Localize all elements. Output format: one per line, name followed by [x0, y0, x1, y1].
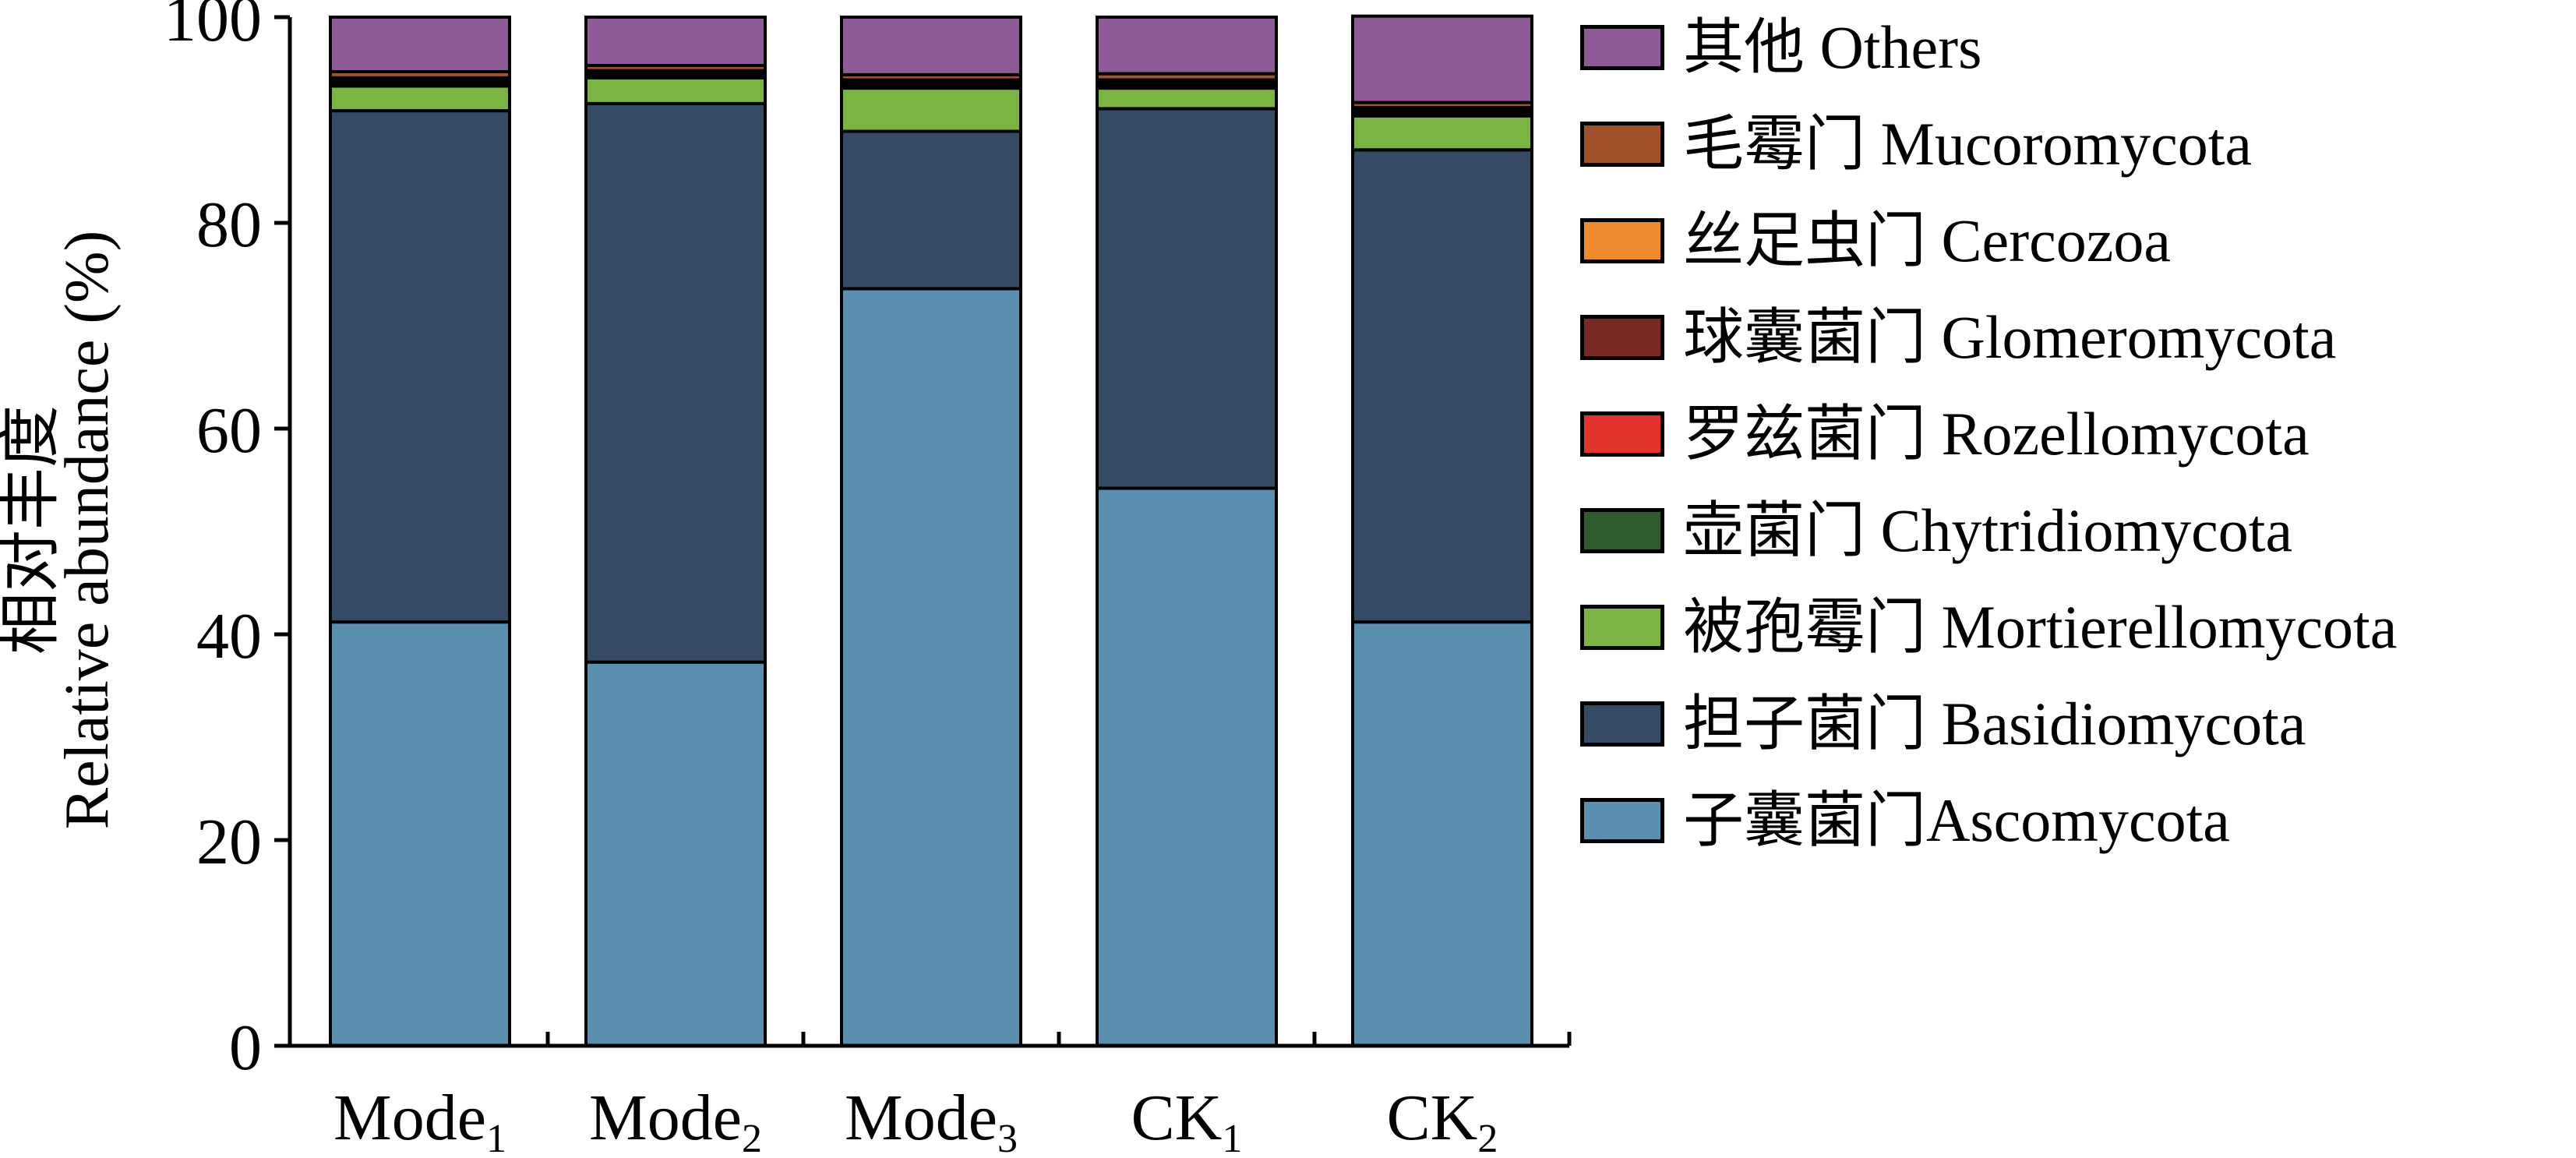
legend-item: 罗兹菌门 Rozellomycota — [1580, 400, 2310, 468]
legend-label: 担子菌门 Basidiomycota — [1683, 690, 2306, 757]
legend-label: 壶菌门 Chytridiomycota — [1683, 496, 2293, 564]
bar-segment — [584, 16, 767, 68]
bar-segment — [1096, 86, 1278, 111]
legend-label: 被孢霉门 Mortierellomycota — [1683, 593, 2398, 661]
legend-item: 其他 Others — [1580, 13, 1982, 81]
legend-swatch — [1580, 218, 1664, 263]
bar-segment — [1351, 14, 1533, 104]
y-tick-label: 100 — [164, 0, 262, 55]
legend-item: 壶菌门 Chytridiomycota — [1580, 496, 2293, 564]
y-tick-label: 20 — [196, 806, 262, 878]
legend-item: 子囊菌门Ascomycota — [1580, 786, 2230, 854]
y-tick-label: 60 — [196, 394, 262, 467]
legend-label: 罗兹菌门 Rozellomycota — [1683, 400, 2310, 468]
bar-segment — [584, 101, 767, 664]
legend-swatch — [1580, 508, 1664, 553]
x-tick-label: Mode3 — [845, 1082, 1018, 1158]
bar-segment — [840, 86, 1022, 133]
bar-segment — [329, 84, 511, 113]
legend-swatch — [1580, 798, 1664, 843]
bar-segment — [1351, 620, 1533, 1047]
plot-area: Mode1 Mode2 Mode3 CK1 CK2 0 20 40 60 80 100 — [164, 0, 1572, 1158]
legend-item: 丝足虫门 Cercozoa — [1580, 210, 2171, 271]
legend-item: 被孢霉门 Mortierellomycota — [1580, 593, 2398, 661]
bar-segment — [1096, 107, 1278, 490]
bar-segment — [329, 109, 511, 624]
legend-swatch — [1580, 605, 1664, 650]
bar-segment — [1351, 148, 1533, 624]
legend-label: 其他 Others — [1683, 13, 1982, 81]
x-tick-label: Mode2 — [589, 1082, 762, 1158]
legend-swatch — [1580, 701, 1664, 747]
bar-segment — [1351, 114, 1533, 152]
legend-swatch — [1580, 122, 1664, 167]
bar-segment — [584, 76, 767, 105]
legend-item: 毛霉门 Mucoromycota — [1580, 114, 2252, 175]
bar-segment — [584, 660, 767, 1047]
legend-label: 球囊菌门 Glomeromycota — [1683, 303, 2337, 371]
y-tick-label: 80 — [196, 189, 262, 261]
legend-label: 毛霉门 Mucoromycota — [1683, 110, 2253, 178]
x-tick-label: Mode1 — [333, 1082, 506, 1158]
bar-segment — [329, 16, 511, 73]
legend-item: 担子菌门 Basidiomycota — [1580, 690, 2306, 757]
bar-segment — [1096, 16, 1278, 76]
legend-swatch — [1580, 25, 1664, 70]
bar-segment — [329, 620, 511, 1047]
y-tick-label: 0 — [229, 1011, 262, 1084]
x-tick-label: CK1 — [1131, 1082, 1243, 1158]
legend-label: 丝足虫门 Cercozoa — [1683, 207, 2171, 274]
bar-segment — [840, 287, 1022, 1048]
legend-item: 球囊菌门 Glomeromycota — [1580, 303, 2337, 371]
x-tick-label: CK2 — [1387, 1082, 1498, 1158]
y-axis-title-cn: 相对丰度 — [0, 405, 65, 655]
legend-label: 子囊菌门Ascomycota — [1683, 786, 2230, 854]
y-axis-title: Relative abundance (%) — [53, 231, 122, 830]
legend-swatch — [1580, 411, 1664, 457]
legend-swatch — [1580, 315, 1664, 360]
bar-segment — [840, 129, 1022, 291]
bar-segment — [840, 16, 1022, 76]
y-tick-label: 40 — [196, 600, 262, 673]
bar-segment — [1096, 486, 1278, 1047]
